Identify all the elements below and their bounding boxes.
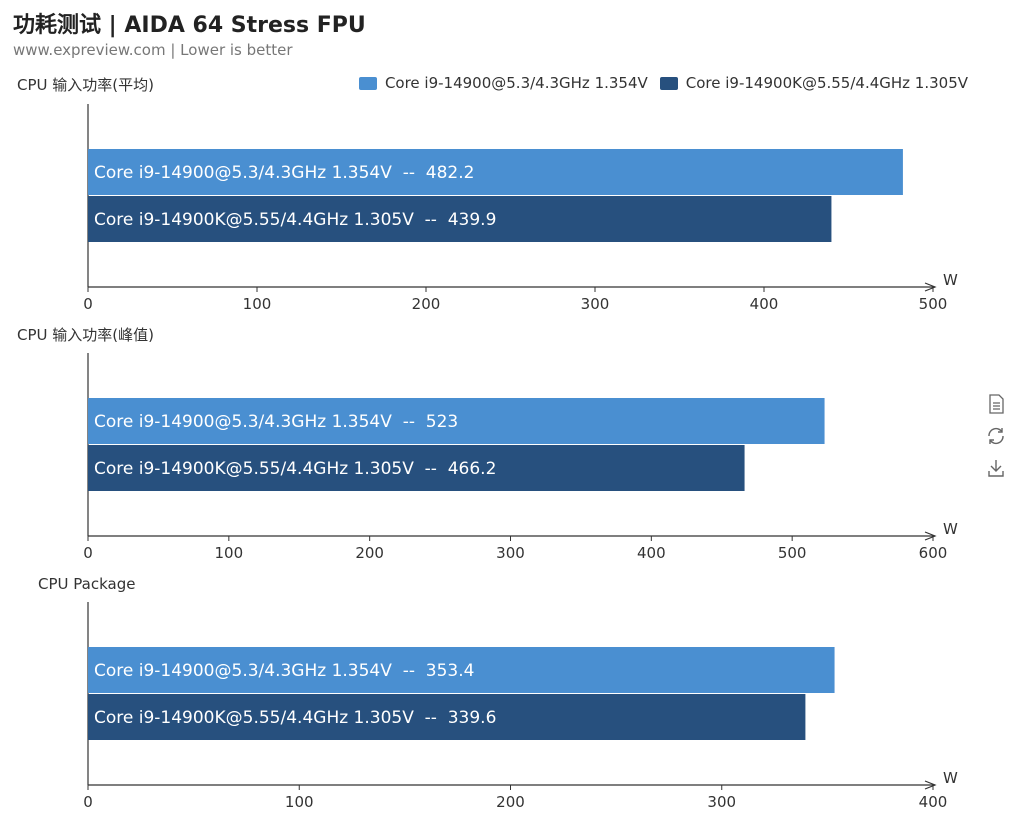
chart-3-tick-label: 200 xyxy=(496,793,525,811)
chart-3-tick-label: 0 xyxy=(83,793,93,811)
chart-2-tick-label: 0 xyxy=(83,544,93,562)
chart-1-bar-series-2[interactable] xyxy=(88,196,832,242)
chart-3-bar-label-series-2: Core i9-14900K@5.55/4.4GHz 1.305V -- 339… xyxy=(94,708,496,728)
chart-1-bar-label-series-2: Core i9-14900K@5.55/4.4GHz 1.305V -- 439… xyxy=(94,210,496,230)
legend-label-series-1: Core i9-14900@5.3/4.3GHz 1.354V xyxy=(384,74,648,92)
chart-2-tick-label: 100 xyxy=(215,544,244,562)
chart-1-x-axis-arrow xyxy=(924,282,937,292)
chart-2-bar-label-series-2: Core i9-14900K@5.55/4.4GHz 1.305V -- 466… xyxy=(94,459,496,479)
chart-2-tick-label: 300 xyxy=(496,544,525,562)
chart-subtitle: www.expreview.com | Lower is better xyxy=(13,41,293,59)
chart-1-tick-label: 300 xyxy=(581,295,610,313)
chart-3-bar-series-1[interactable] xyxy=(88,647,835,693)
chart-1-tick-label: 0 xyxy=(83,295,93,313)
chart-2-tick-label: 200 xyxy=(355,544,384,562)
chart-2-x-axis-arrow xyxy=(924,531,937,541)
legend: Core i9-14900@5.3/4.3GHz 1.354V Core i9-… xyxy=(358,74,968,92)
chart-3-tick-label: 100 xyxy=(285,793,314,811)
chart-3-title: CPU Package xyxy=(38,575,135,593)
chart-1-bar-series-1[interactable] xyxy=(88,149,903,195)
data-view-icon[interactable] xyxy=(984,392,1008,416)
chart-2-x-unit-label: W xyxy=(943,520,958,538)
legend-item-series-1[interactable]: Core i9-14900@5.3/4.3GHz 1.354V xyxy=(358,74,648,92)
chart-2-bar-label-series-1: Core i9-14900@5.3/4.3GHz 1.354V -- 523 xyxy=(94,412,458,432)
chart-3-bar-series-2[interactable] xyxy=(88,694,806,740)
chart-1-tick-label: 400 xyxy=(750,295,779,313)
chart-2-tick-label: 600 xyxy=(919,544,948,562)
chart-1-tick-label: 100 xyxy=(243,295,272,313)
chart-1-x-unit-label: W xyxy=(943,271,958,289)
chart-2-title: CPU 输入功率(峰值) xyxy=(17,326,154,344)
chart-main-title: 功耗测试 | AIDA 64 Stress FPU xyxy=(13,13,366,38)
chart-3-x-axis-arrow xyxy=(924,780,937,790)
legend-label-series-2: Core i9-14900K@5.55/4.4GHz 1.305V xyxy=(685,74,968,92)
chart-1-bar-label-series-1: Core i9-14900@5.3/4.3GHz 1.354V -- 482.2 xyxy=(94,163,474,183)
chart-2-tick-label: 400 xyxy=(637,544,666,562)
legend-swatch-series-2 xyxy=(659,76,678,90)
chart-3-x-unit-label: W xyxy=(943,769,958,787)
chart-1-title: CPU 输入功率(平均) xyxy=(17,76,154,94)
chart-3-bar-label-series-1: Core i9-14900@5.3/4.3GHz 1.354V -- 353.4 xyxy=(94,661,474,681)
chart-1-tick-label: 500 xyxy=(919,295,948,313)
chart-2-bar-series-2[interactable] xyxy=(88,445,745,491)
legend-item-series-2[interactable]: Core i9-14900K@5.55/4.4GHz 1.305V xyxy=(659,74,968,92)
restore-icon[interactable] xyxy=(984,424,1008,448)
chart-3-tick-label: 300 xyxy=(707,793,736,811)
chart-3-tick-label: 400 xyxy=(919,793,948,811)
chart-1-tick-label: 200 xyxy=(412,295,441,313)
save-image-icon[interactable] xyxy=(984,456,1008,480)
chart-2-bar-series-1[interactable] xyxy=(88,398,825,444)
chart-2-tick-label: 500 xyxy=(778,544,807,562)
legend-swatch-series-1 xyxy=(358,76,377,90)
